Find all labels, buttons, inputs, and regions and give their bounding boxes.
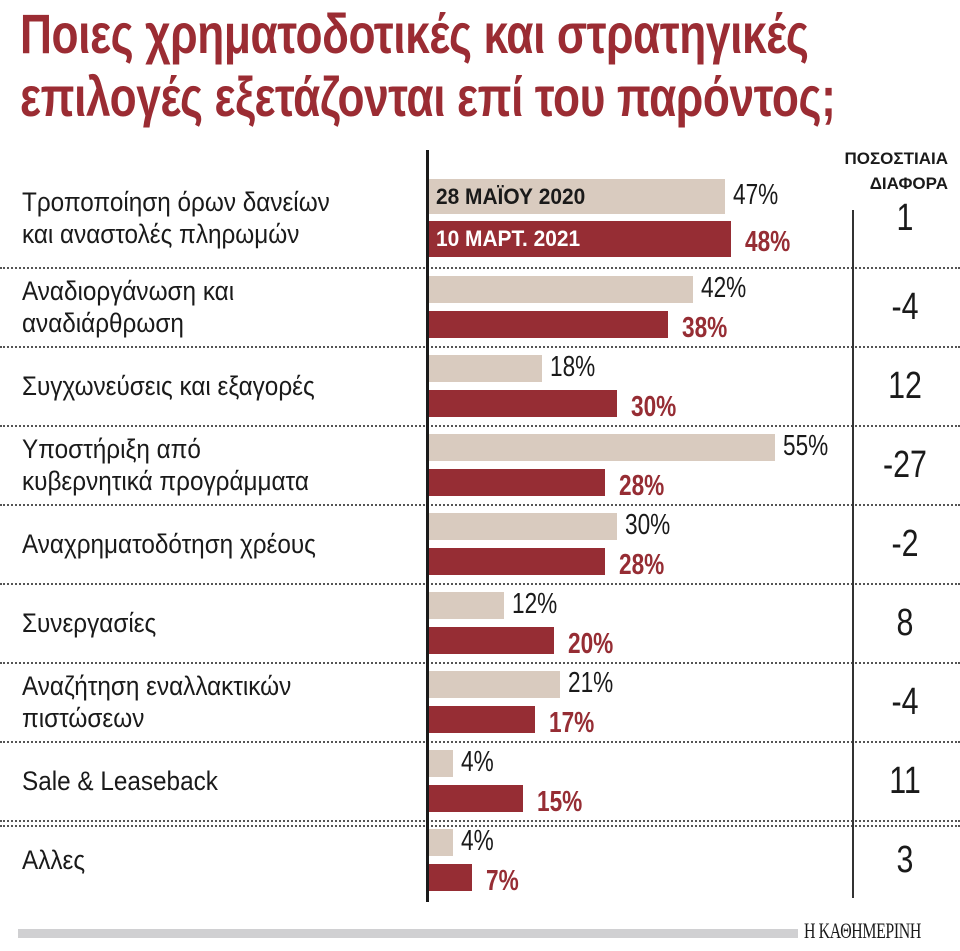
row-separator [0, 583, 960, 585]
bar-2021 [428, 311, 668, 338]
difference-value: -27 [883, 444, 927, 486]
bar-2020 [428, 592, 504, 619]
chart-title: Ποιες χρηματοδοτικές και στρατηγικές επι… [20, 2, 952, 128]
title-line-2: επιλογές εξετάζονται επί του παρόντος; [20, 65, 836, 128]
bar-2021 [428, 390, 618, 417]
category-label-line: Υποστήριξη από [22, 434, 201, 464]
legend-2021: 10 ΜΑΡΤ. 2021 [436, 226, 581, 251]
row-separator [0, 267, 960, 269]
difference-header-line-1: ΠΟΣΟΣΤΙΑΙΑ [844, 149, 948, 168]
bar-2021 [428, 548, 605, 575]
category-label-line: Συγχωνεύσεις και εξαγορές [22, 371, 315, 401]
difference-value: 3 [896, 839, 914, 881]
value-label-2020: 12% [511, 587, 557, 620]
difference-header: ΠΟΣΟΣΤΙΑΙΑ ΔΙΑΦΟΡΑ [790, 146, 948, 196]
bar-2020 [428, 513, 618, 540]
difference-value: 11 [889, 760, 921, 802]
difference-header-line-2: ΔΙΑΦΟΡΑ [869, 174, 948, 193]
bar-2021 [428, 469, 605, 496]
value-label-2021: 30% [631, 390, 677, 423]
category-label: Τροποποίηση όρων δανείων και αναστολές πλ… [22, 186, 454, 250]
difference-value: -2 [891, 523, 919, 565]
value-label-2020: 42% [700, 271, 747, 304]
category-label: Αναχρηματοδότηση χρέους [22, 528, 454, 560]
category-label-line: πιστώσεων [22, 703, 145, 733]
category-label-line: και αναστολές πληρωμών [22, 219, 300, 249]
bar-2020 [428, 434, 775, 461]
category-label: Αλλες [22, 844, 454, 876]
bar-2021 [428, 785, 523, 812]
value-label-2020: 18% [549, 350, 595, 383]
title-line-1: Ποιες χρηματοδοτικές και στρατηγικές [20, 2, 809, 65]
bar-2020 [428, 276, 693, 303]
value-label-2021: 20% [568, 627, 614, 660]
bar-2020 [428, 671, 561, 698]
category-label: Sale & Leaseback [22, 765, 454, 797]
difference-value: 12 [888, 365, 922, 407]
difference-value: 1 [896, 197, 914, 239]
bar-2021 [428, 627, 555, 654]
legend-2020: 28 ΜΑΪΟΥ 2020 [436, 184, 586, 209]
category-label-line: αναδιάρθρωση [22, 308, 184, 338]
row-separator [0, 741, 960, 743]
category-label: Αναζήτηση εναλλακτικών πιστώσεων [22, 670, 454, 734]
value-label-2021: 15% [536, 785, 582, 818]
category-label-line: Συνεργασίες [22, 608, 157, 638]
category-label: Συγχωνεύσεις και εξαγορές [22, 370, 454, 402]
value-label-2021: 28% [618, 469, 664, 502]
category-label-line: Αναχρηματοδότηση χρέους [22, 529, 316, 559]
value-label-2021: 17% [549, 706, 595, 739]
axis-line [426, 150, 429, 902]
footer-bar [18, 929, 798, 938]
category-label: Αναδιοργάνωση και αναδιάρθρωση [22, 275, 454, 339]
value-label-2021: 38% [681, 311, 728, 344]
value-label-2020: 21% [568, 666, 614, 699]
bar-2021 [428, 706, 536, 733]
difference-value: 8 [896, 602, 914, 644]
category-label-line: Αναδιοργάνωση και [22, 276, 235, 306]
row-separator [0, 662, 960, 664]
value-label-2020: 55% [783, 429, 829, 462]
bar-2020 [428, 829, 454, 856]
bar-2020 [428, 179, 725, 214]
value-label-2020: 4% [461, 745, 494, 778]
category-label: Συνεργασίες [22, 607, 454, 639]
bar-2020 [428, 750, 454, 777]
value-label-2020: 30% [625, 508, 671, 541]
category-label-line: Αναζήτηση εναλλακτικών [22, 671, 292, 701]
row-separator [0, 346, 960, 348]
row-separator [0, 425, 960, 427]
category-label: Υποστήριξη από κυβερνητικά προγράμματα [22, 433, 454, 497]
value-label-2020: 47% [732, 178, 778, 211]
difference-value: -4 [891, 681, 919, 723]
row-separator [0, 825, 960, 827]
category-label-line: Sale & Leaseback [22, 766, 218, 796]
row-separator [0, 504, 960, 506]
value-label-2021: 28% [618, 548, 664, 581]
bar-2021 [428, 864, 473, 891]
value-label-2021: 48% [744, 226, 791, 258]
row-separator [0, 820, 960, 822]
category-label-line: Τροποποίηση όρων δανείων [22, 187, 330, 217]
category-label-line: Αλλες [22, 845, 86, 875]
difference-divider [852, 210, 854, 898]
bar-2021 [428, 221, 731, 257]
value-label-2021: 7% [486, 864, 519, 897]
difference-value: -4 [891, 286, 919, 328]
category-label-line: κυβερνητικά προγράμματα [22, 466, 309, 496]
value-label-2020: 4% [461, 824, 494, 857]
bar-2020 [428, 355, 542, 382]
source-logo: Η ΚΑΘΗΜΕΡΙΝΗ [804, 918, 921, 943]
